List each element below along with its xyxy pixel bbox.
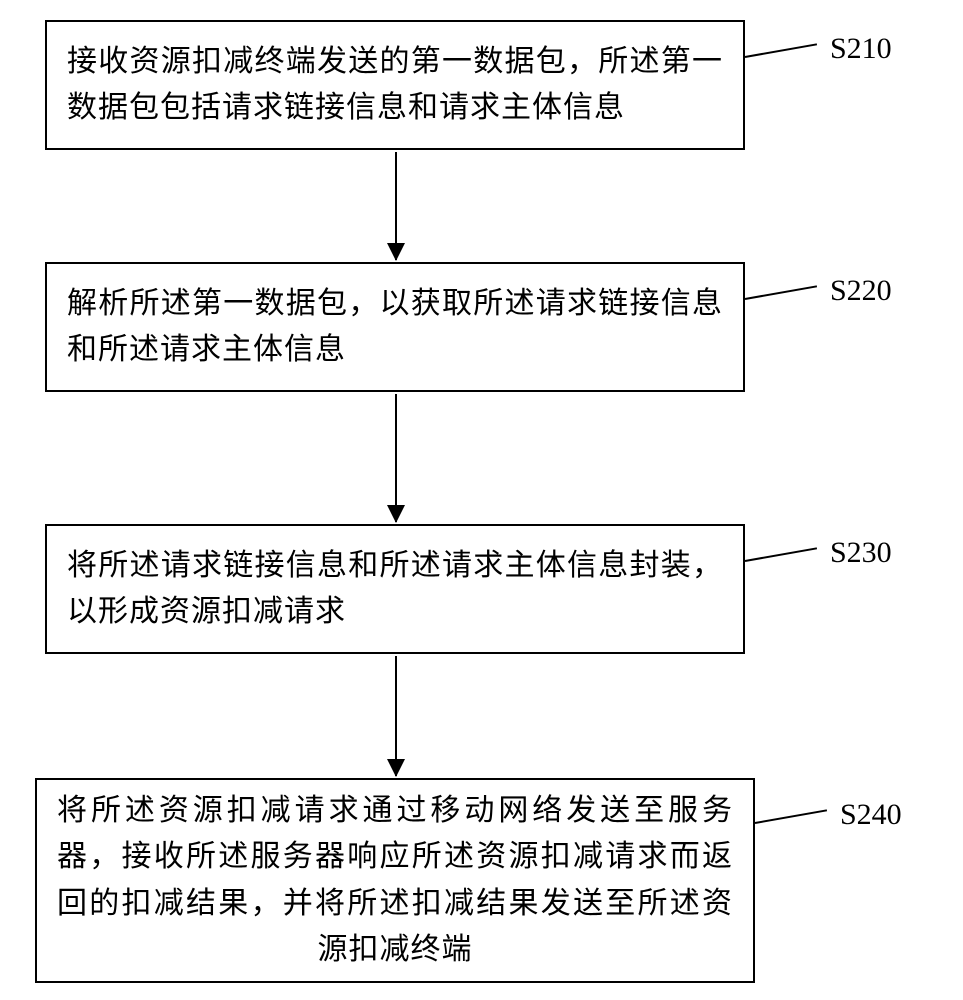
connector-s230 bbox=[745, 547, 817, 562]
step-box-s210: 接收资源扣减终端发送的第一数据包，所述第一数据包包括请求链接信息和请求主体信息 bbox=[45, 20, 745, 150]
step-box-s230: 将所述请求链接信息和所述请求主体信息封装，以形成资源扣减请求 bbox=[45, 524, 745, 654]
step-label-s230: S230 bbox=[830, 536, 892, 570]
connector-s210 bbox=[745, 43, 817, 58]
step-label-s240: S240 bbox=[840, 798, 902, 832]
step-box-s220: 解析所述第一数据包，以获取所述请求链接信息和所述请求主体信息 bbox=[45, 262, 745, 392]
arrow-s230-s240 bbox=[395, 656, 397, 776]
arrow-s220-s230 bbox=[395, 394, 397, 522]
arrow-s210-s220 bbox=[395, 152, 397, 260]
connector-s220 bbox=[745, 285, 817, 300]
flowchart-canvas: 接收资源扣减终端发送的第一数据包，所述第一数据包包括请求链接信息和请求主体信息 … bbox=[0, 0, 963, 1000]
connector-s240 bbox=[755, 809, 827, 824]
step-text-s240: 将所述资源扣减请求通过移动网络发送至服务器，接收所述服务器响应所述资源扣减请求而… bbox=[57, 788, 733, 974]
step-text-s210: 接收资源扣减终端发送的第一数据包，所述第一数据包包括请求链接信息和请求主体信息 bbox=[67, 39, 723, 132]
step-text-s230: 将所述请求链接信息和所述请求主体信息封装，以形成资源扣减请求 bbox=[67, 543, 723, 636]
step-box-s240: 将所述资源扣减请求通过移动网络发送至服务器，接收所述服务器响应所述资源扣减请求而… bbox=[35, 778, 755, 983]
step-label-s220: S220 bbox=[830, 274, 892, 308]
step-label-s210: S210 bbox=[830, 32, 892, 66]
step-text-s220: 解析所述第一数据包，以获取所述请求链接信息和所述请求主体信息 bbox=[67, 281, 723, 374]
